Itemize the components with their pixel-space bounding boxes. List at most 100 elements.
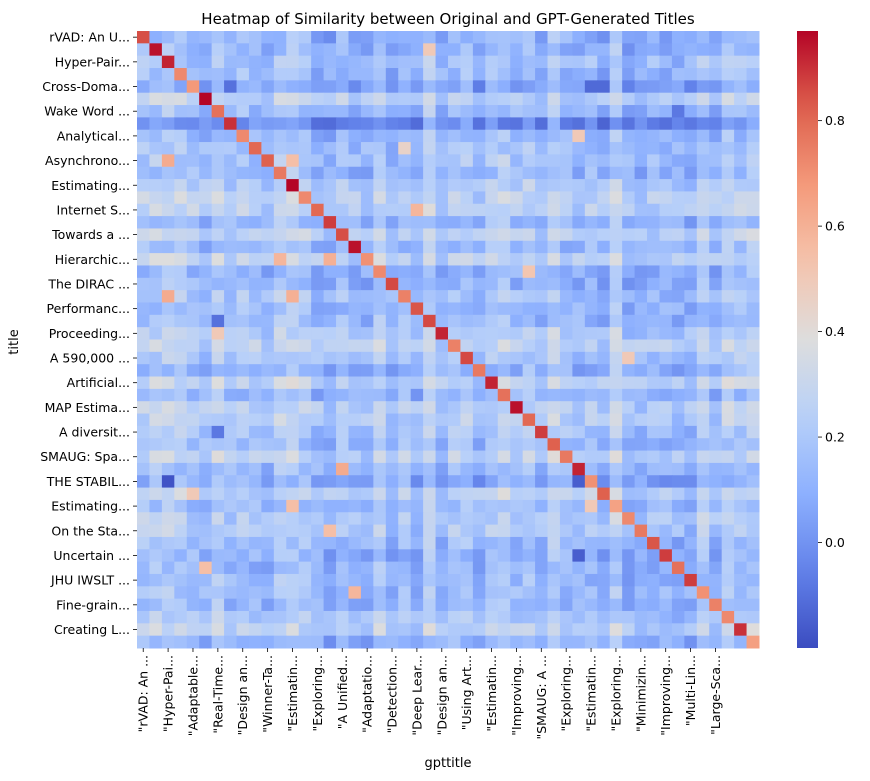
heatmap-cell	[137, 376, 150, 390]
heatmap-cell	[360, 277, 374, 291]
heatmap-cell	[311, 413, 325, 427]
heatmap-cell	[547, 425, 561, 439]
heatmap-cell	[622, 228, 636, 242]
heatmap-cell	[559, 43, 573, 57]
heatmap-cell	[298, 536, 312, 550]
heatmap-cell	[360, 561, 374, 575]
heatmap-cell	[435, 388, 449, 402]
heatmap-cell	[510, 561, 524, 575]
heatmap-cell	[584, 179, 598, 192]
heatmap-cell	[634, 364, 648, 378]
heatmap-cell	[522, 327, 536, 340]
heatmap-cell	[510, 92, 524, 106]
heatmap-cell	[273, 401, 287, 415]
heatmap-cell	[435, 314, 449, 328]
heatmap-cell	[161, 388, 175, 402]
heatmap-cell	[385, 290, 399, 303]
heatmap-cell	[385, 462, 399, 476]
heatmap-cell	[721, 191, 735, 205]
heatmap-cell	[336, 166, 349, 180]
heatmap-cell	[410, 129, 424, 143]
heatmap-cell	[510, 549, 524, 563]
heatmap-cell	[460, 475, 474, 489]
heatmap-cell	[261, 68, 275, 81]
heatmap-cell	[199, 31, 213, 44]
heatmap-cell	[584, 166, 598, 180]
heatmap-cell	[559, 253, 573, 266]
heatmap-cell	[323, 536, 337, 550]
heatmap-cell	[199, 339, 213, 353]
heatmap-cell	[622, 462, 636, 476]
heatmap-cell	[584, 364, 598, 378]
heatmap-cell	[186, 536, 200, 550]
heatmap-cell	[497, 438, 511, 452]
heatmap-cell	[410, 253, 424, 266]
heatmap-cell	[634, 487, 648, 501]
heatmap-cell	[510, 388, 524, 402]
heatmap-cell	[348, 376, 362, 390]
heatmap-cell	[435, 536, 449, 550]
heatmap-cell	[522, 425, 536, 439]
heatmap-cell	[161, 203, 175, 217]
heatmap-cell	[298, 68, 312, 81]
heatmap-cell	[709, 228, 723, 242]
heatmap-cell	[622, 536, 636, 550]
heatmap-cell	[684, 549, 698, 563]
heatmap-cell	[149, 228, 163, 242]
heatmap-cell	[137, 499, 150, 513]
heatmap-cell	[622, 166, 636, 180]
heatmap-cell	[647, 364, 660, 378]
heatmap-cell	[485, 610, 499, 624]
heatmap-cell	[323, 179, 337, 192]
heatmap-cell	[659, 43, 673, 57]
heatmap-cell	[721, 43, 735, 57]
heatmap-cell	[398, 43, 412, 57]
heatmap-cell	[410, 586, 424, 600]
heatmap-cell	[360, 92, 374, 106]
heatmap-cell	[435, 166, 449, 180]
heatmap-cell	[448, 327, 461, 340]
heatmap-cell	[385, 561, 399, 575]
heatmap-cell	[149, 598, 163, 612]
heatmap-cell	[360, 290, 374, 303]
heatmap-cell	[734, 425, 748, 439]
heatmap-cell	[597, 351, 611, 365]
heatmap-cell	[137, 68, 150, 81]
heatmap-cell	[659, 314, 673, 328]
heatmap-cell	[336, 191, 349, 205]
heatmap-cell	[137, 166, 150, 180]
heatmap-cell	[248, 68, 262, 81]
heatmap-cell	[248, 117, 262, 131]
heatmap-cell	[336, 462, 349, 476]
heatmap-cell	[684, 277, 698, 291]
heatmap-cell	[535, 142, 549, 155]
heatmap-cell	[659, 623, 673, 637]
heatmap-cell	[671, 388, 685, 402]
heatmap-cell	[161, 450, 175, 464]
heatmap-cell	[634, 290, 648, 303]
heatmap-cell	[348, 166, 362, 180]
heatmap-cell	[137, 450, 150, 464]
heatmap-cell	[298, 413, 312, 427]
heatmap-cell	[360, 117, 374, 131]
heatmap-cell	[584, 290, 598, 303]
heatmap-cell	[535, 549, 549, 563]
heatmap-cell	[510, 240, 524, 254]
heatmap-cell	[149, 314, 163, 328]
heatmap-cell	[597, 166, 611, 180]
heatmap-cell	[497, 598, 511, 612]
heatmap-cell	[535, 117, 549, 131]
heatmap-cell	[547, 413, 561, 427]
heatmap-cell	[423, 376, 437, 390]
heatmap-cell	[572, 129, 586, 143]
heatmap-cell	[323, 487, 337, 501]
heatmap-cell	[671, 364, 685, 378]
heatmap-cell	[535, 31, 549, 44]
heatmap-cell	[671, 154, 685, 168]
heatmap-cell	[597, 80, 611, 94]
heatmap-cell	[671, 55, 685, 69]
heatmap-cell	[186, 253, 200, 266]
heatmap-cell	[609, 475, 623, 489]
heatmap-cell	[472, 240, 486, 254]
x-tick-label: "Exploring...	[608, 655, 623, 732]
